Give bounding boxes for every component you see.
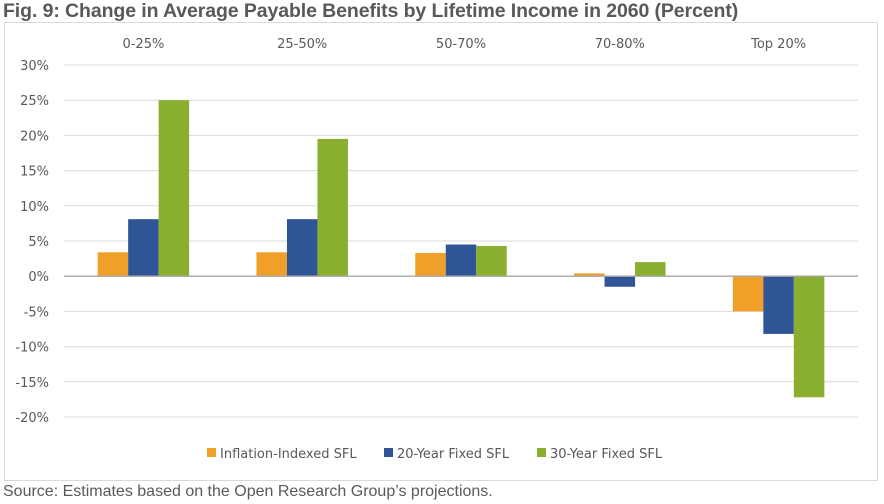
- category-label: Top 20%: [750, 37, 806, 52]
- bar: [763, 276, 794, 334]
- bar: [128, 219, 159, 277]
- bar: [415, 252, 446, 277]
- bar: [604, 276, 636, 287]
- legend-swatch: [384, 448, 393, 457]
- y-tick-label: 25%: [20, 94, 49, 109]
- legend-label: 30-Year Fixed SFL: [550, 447, 663, 462]
- legend-item: 20-Year Fixed SFL: [384, 447, 510, 462]
- legend-swatch: [207, 448, 216, 457]
- bar: [635, 262, 666, 277]
- category-label: 70-80%: [595, 37, 645, 52]
- y-tick-label: 5%: [28, 235, 49, 250]
- legend: Inflation-Indexed SFL 20-Year Fixed SFL 30…: [207, 447, 663, 462]
- bar: [476, 245, 507, 277]
- bar: [574, 273, 605, 277]
- y-tick-label: 10%: [20, 200, 49, 215]
- y-tick-label: 30%: [20, 59, 49, 74]
- y-tick-label: -10%: [15, 341, 49, 356]
- y-tick-label: -20%: [15, 411, 49, 426]
- bar: [256, 252, 287, 277]
- bar: [732, 276, 764, 312]
- legend-item: 30-Year Fixed SFL: [537, 447, 663, 462]
- y-tick-label: 20%: [20, 129, 49, 144]
- bar: [158, 100, 190, 277]
- category-labels: 0-25% 25-50% 50-70% 70-80% Top 20%: [122, 37, 806, 52]
- bar: [97, 252, 129, 277]
- legend-label: 20-Year Fixed SFL: [397, 447, 510, 462]
- category-label: 25-50%: [277, 37, 327, 52]
- bar: [317, 138, 348, 277]
- y-tick-label: 0%: [28, 270, 49, 285]
- category-label: 0-25%: [122, 37, 164, 52]
- gridlines: [64, 64, 858, 418]
- category-label: 50-70%: [436, 37, 486, 52]
- legend-swatch: [537, 448, 546, 457]
- figure-title: Fig. 9: Change in Average Payable Benefi…: [3, 0, 739, 22]
- bar: [793, 276, 825, 398]
- y-tick-label: 15%: [20, 165, 49, 180]
- y-tick-label: -5%: [24, 305, 49, 320]
- y-tick-label: -15%: [15, 376, 49, 391]
- legend-item: Inflation-Indexed SFL: [207, 447, 357, 462]
- bar: [286, 219, 318, 277]
- bars: [97, 100, 825, 398]
- chart-frame: [4, 22, 878, 481]
- y-axis-ticks: 30% 25% 20% 15% 10% 5% 0% -5% -10% -15% -20%: [15, 59, 49, 426]
- source-note: Source: Estimates based on the Open Rese…: [3, 483, 493, 500]
- bar: [445, 244, 477, 277]
- legend-label: Inflation-Indexed SFL: [220, 447, 357, 462]
